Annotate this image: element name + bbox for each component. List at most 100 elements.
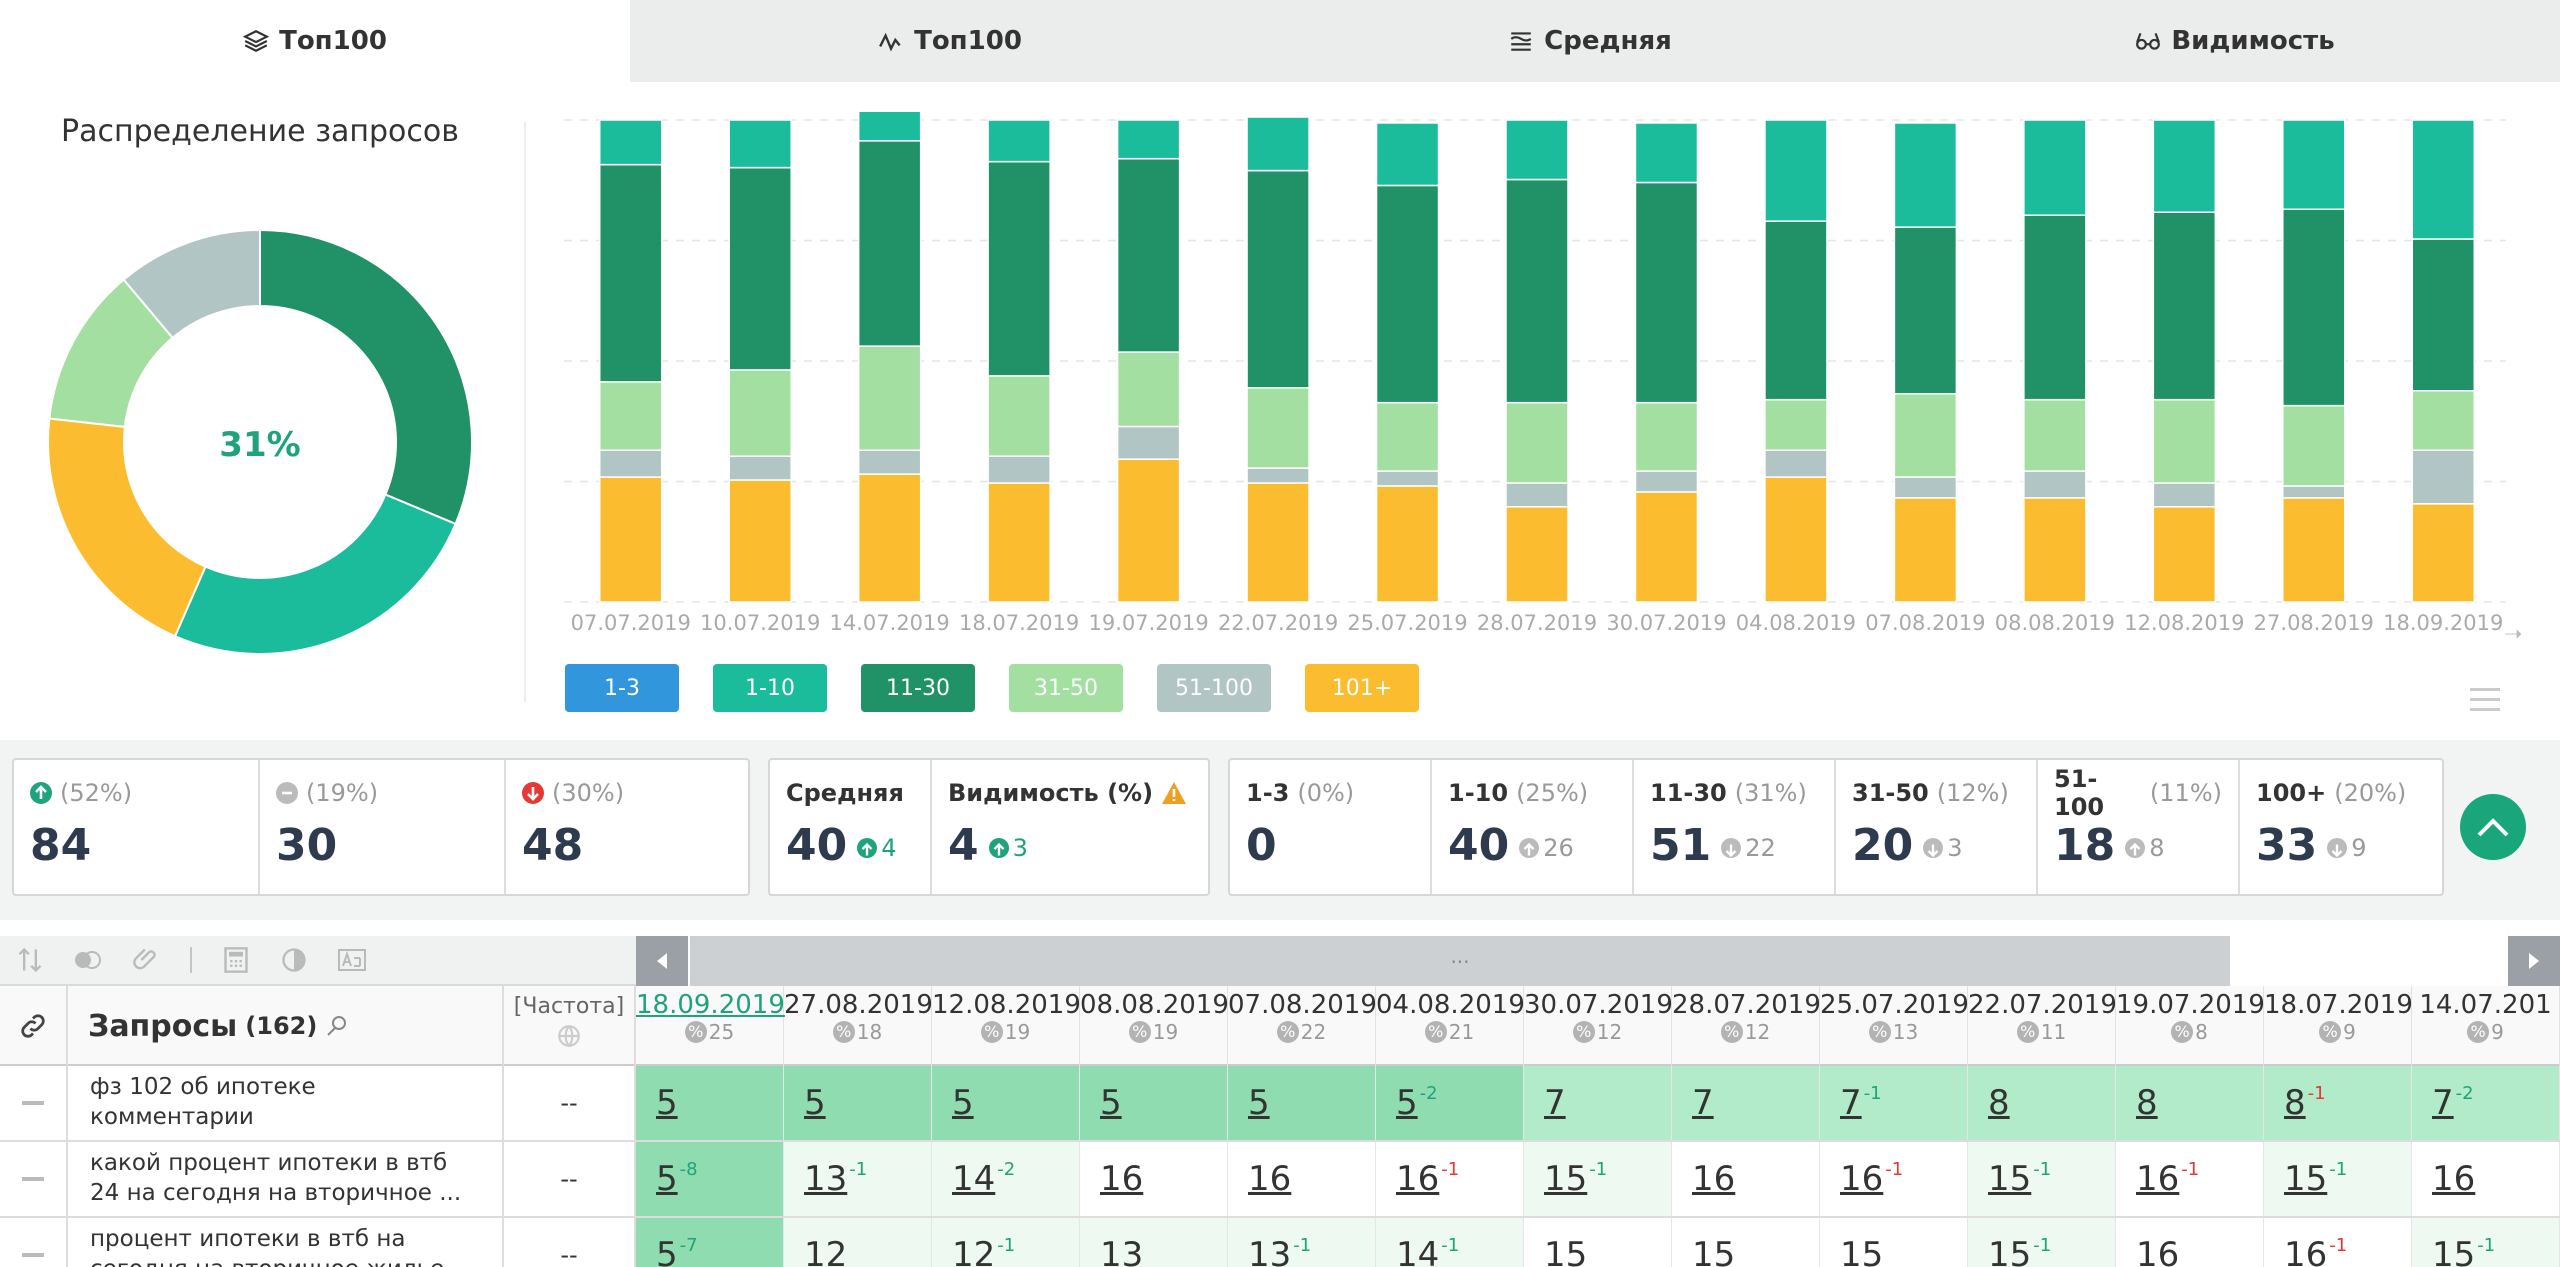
position-cell[interactable]: 16 -1	[2264, 1218, 2412, 1267]
bar-segment-31-50[interactable]	[2411, 390, 2476, 452]
date-column-header[interactable]: 22.07.2019 % 11	[1968, 986, 2117, 1066]
search-icon[interactable]	[325, 1014, 349, 1038]
bar-segment-101+[interactable]	[1505, 506, 1569, 603]
stat-range-100-plus[interactable]: 100+ (20%) 33 9	[2240, 760, 2442, 894]
frequency-column-header[interactable]: [Частота]	[504, 986, 636, 1066]
bar-segment-101+[interactable]	[728, 479, 792, 603]
date-column-header[interactable]: 27.08.2019 % 18	[784, 986, 933, 1066]
position-cell[interactable]: 15 -1	[1524, 1142, 1672, 1216]
position-cell[interactable]: 15	[1820, 1218, 1968, 1267]
position-cell[interactable]: 5	[1228, 1066, 1376, 1140]
paperclip-icon[interactable]	[132, 946, 160, 974]
bar-segment-101+[interactable]	[1764, 476, 1828, 603]
tab-top100-distribution[interactable]: Топ100	[0, 0, 630, 82]
donut-slice-1-10[interactable]	[173, 493, 457, 655]
tab-visibility[interactable]: Видимость	[1910, 0, 2560, 82]
bar-segment-51-100[interactable]	[1116, 425, 1181, 460]
position-cell[interactable]: 16 -1	[1820, 1142, 1968, 1216]
date-column-header[interactable]: 18.09.2019 % 25	[636, 986, 785, 1066]
position-cell[interactable]: 16 -1	[1376, 1142, 1524, 1216]
bar-segment-1-10[interactable]	[1246, 116, 1310, 172]
date-column-header[interactable]: 07.08.2019 % 22	[1228, 986, 1377, 1066]
bar-segment-51-100[interactable]	[2282, 485, 2346, 499]
stat-visibility[interactable]: Видимость (%) 4 3	[932, 760, 1208, 894]
position-cell[interactable]: 14 -2	[932, 1142, 1080, 1216]
bar-segment-31-50[interactable]	[598, 381, 663, 452]
position-cell[interactable]: 16	[1672, 1142, 1820, 1216]
position-cell[interactable]: 16	[1228, 1142, 1376, 1216]
position-cell[interactable]: 16	[2116, 1218, 2264, 1267]
position-cell[interactable]: 15	[1524, 1218, 1672, 1267]
bar-segment-11-30[interactable]	[1375, 184, 1440, 404]
date-column-header[interactable]: 18.07.2019 % 9	[2264, 986, 2413, 1066]
bar-segment-31-50[interactable]	[1764, 398, 1828, 452]
bar-segment-101+[interactable]	[1246, 482, 1310, 603]
bar-segment-11-30[interactable]	[987, 160, 1051, 377]
bar-segment-31-50[interactable]	[857, 345, 922, 452]
bar-segment-1-10[interactable]	[857, 112, 922, 142]
position-cell[interactable]: 15	[1672, 1218, 1820, 1267]
position-cell[interactable]: 8	[1968, 1066, 2116, 1140]
horizontal-scrollbar[interactable]: ...	[636, 936, 2560, 986]
calculator-icon[interactable]	[222, 946, 250, 974]
bar-segment-11-30[interactable]	[728, 166, 792, 371]
position-cell[interactable]: 5 -8	[636, 1142, 784, 1216]
bar-segment-1-10[interactable]	[1764, 119, 1828, 222]
bar-segment-1-10[interactable]	[728, 119, 792, 169]
scroll-thumb[interactable]: ...	[690, 936, 2230, 986]
bar-segment-101+[interactable]	[2152, 506, 2217, 603]
position-cell[interactable]: 14 -1	[1376, 1218, 1524, 1267]
bar-segment-31-50[interactable]	[1246, 387, 1310, 469]
date-column-header[interactable]: 30.07.2019 % 12	[1524, 986, 1673, 1066]
scroll-left-button[interactable]	[636, 936, 688, 986]
bar-segment-11-30[interactable]	[1246, 169, 1310, 389]
position-cell[interactable]: 5	[932, 1066, 1080, 1140]
position-cell[interactable]: 15 -1	[2412, 1218, 2560, 1267]
legend-item-31-50[interactable]: 31-50	[1009, 664, 1123, 712]
tab-top100-dynamics[interactable]: Топ100	[630, 0, 1270, 82]
queries-column-header[interactable]: Запросы (162)	[68, 986, 504, 1066]
bar-segment-51-100[interactable]	[1505, 482, 1569, 508]
stat-unchanged[interactable]: (19%) 30	[260, 760, 506, 894]
bar-segment-51-100[interactable]	[987, 455, 1051, 484]
position-cell[interactable]: 5	[784, 1066, 932, 1140]
bar-segment-11-30[interactable]	[2023, 214, 2087, 401]
bar-segment-1-10[interactable]	[2152, 119, 2217, 213]
toggle-icon[interactable]	[74, 946, 102, 974]
bar-segment-101+[interactable]	[2411, 503, 2476, 603]
stat-improved[interactable]: (52%) 84	[14, 760, 260, 894]
position-cell[interactable]: 7	[1672, 1066, 1820, 1140]
position-cell[interactable]: 12	[784, 1218, 932, 1267]
position-cell[interactable]: 16 -1	[2116, 1142, 2264, 1216]
position-cell[interactable]: 13 -1	[1228, 1218, 1376, 1267]
legend-item-11-30[interactable]: 11-30	[861, 664, 975, 712]
bar-segment-31-50[interactable]	[1893, 392, 1958, 478]
bar-segment-11-30[interactable]	[2411, 238, 2476, 392]
bar-segment-101+[interactable]	[598, 476, 663, 603]
chart-menu-icon[interactable]	[2470, 688, 2500, 712]
bar-segment-51-100[interactable]	[1246, 467, 1310, 484]
bar-segment-51-100[interactable]	[598, 449, 663, 478]
sort-icon[interactable]	[16, 946, 44, 974]
bar-segment-31-50[interactable]	[2282, 404, 2346, 487]
position-cell[interactable]: 16	[1080, 1142, 1228, 1216]
stat-range-51-100[interactable]: 51-100 (11%) 18 8	[2038, 760, 2240, 894]
donut-slice-101+[interactable]	[47, 417, 207, 638]
position-cell[interactable]: 15 -1	[1968, 1142, 2116, 1216]
legend-item-1-3[interactable]: 1-3	[565, 664, 679, 712]
position-cell[interactable]: 15 -1	[1968, 1218, 2116, 1267]
bar-segment-1-10[interactable]	[1634, 122, 1699, 184]
stat-worsened[interactable]: (30%) 48	[506, 760, 748, 894]
date-column-header[interactable]: 19.07.2019 % 8	[2116, 986, 2265, 1066]
bar-segment-1-10[interactable]	[1116, 119, 1181, 160]
globe-icon[interactable]	[556, 1023, 582, 1049]
bar-segment-101+[interactable]	[857, 473, 922, 603]
bar-segment-51-100[interactable]	[1893, 476, 1958, 499]
bar-segment-51-100[interactable]	[857, 449, 922, 475]
bar-segment-31-50[interactable]	[1634, 401, 1699, 472]
bar-segment-11-30[interactable]	[1505, 178, 1569, 404]
bar-segment-11-30[interactable]	[857, 140, 922, 347]
bar-segment-31-50[interactable]	[1375, 401, 1440, 472]
bar-segment-1-10[interactable]	[1505, 119, 1569, 181]
row-toggle[interactable]	[0, 1066, 68, 1140]
